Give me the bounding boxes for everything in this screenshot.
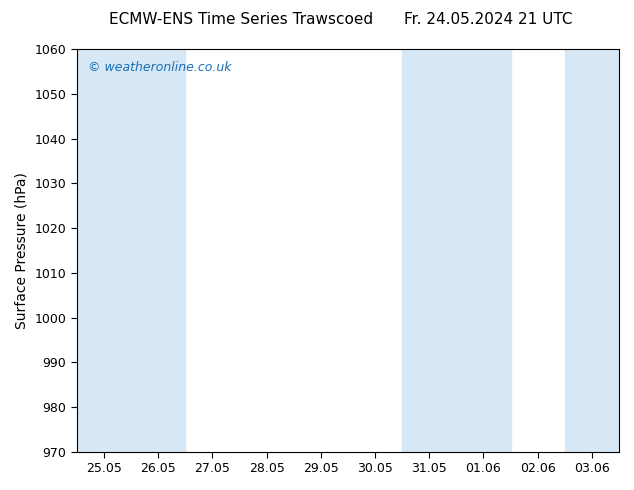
Text: ECMW-ENS Time Series Trawscoed: ECMW-ENS Time Series Trawscoed [109, 12, 373, 27]
Bar [131, 49, 185, 452]
Text: Fr. 24.05.2024 21 UTC: Fr. 24.05.2024 21 UTC [404, 12, 573, 27]
Text: © weatheronline.co.uk: © weatheronline.co.uk [87, 61, 231, 74]
Bar [565, 49, 619, 452]
Bar [402, 49, 456, 452]
Y-axis label: Surface Pressure (hPa): Surface Pressure (hPa) [15, 172, 29, 329]
Bar [77, 49, 131, 452]
Bar [456, 49, 510, 452]
